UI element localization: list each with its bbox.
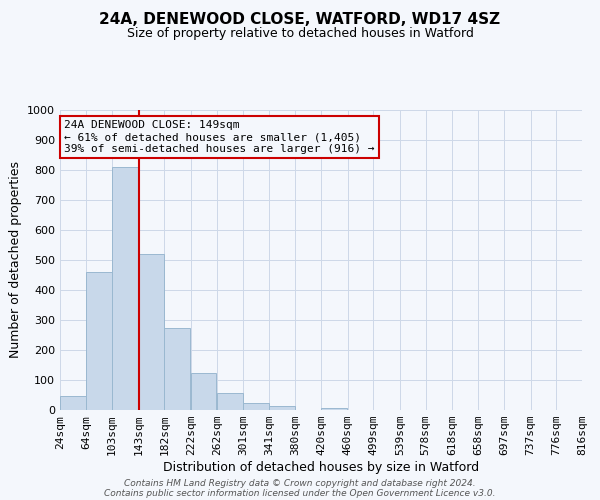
Bar bbox=[139, 254, 164, 410]
Text: Size of property relative to detached houses in Watford: Size of property relative to detached ho… bbox=[127, 28, 473, 40]
Text: 24A DENEWOOD CLOSE: 149sqm
← 61% of detached houses are smaller (1,405)
39% of s: 24A DENEWOOD CLOSE: 149sqm ← 61% of deta… bbox=[64, 120, 374, 154]
Bar bbox=[243, 402, 269, 410]
Bar bbox=[164, 328, 190, 410]
Bar bbox=[322, 408, 347, 410]
Bar bbox=[60, 396, 86, 410]
Y-axis label: Number of detached properties: Number of detached properties bbox=[8, 162, 22, 358]
Bar bbox=[86, 272, 112, 410]
Text: Contains public sector information licensed under the Open Government Licence v3: Contains public sector information licen… bbox=[104, 488, 496, 498]
Text: 24A, DENEWOOD CLOSE, WATFORD, WD17 4SZ: 24A, DENEWOOD CLOSE, WATFORD, WD17 4SZ bbox=[100, 12, 500, 28]
Bar bbox=[217, 392, 243, 410]
Bar bbox=[191, 372, 217, 410]
Bar bbox=[269, 406, 295, 410]
X-axis label: Distribution of detached houses by size in Watford: Distribution of detached houses by size … bbox=[163, 461, 479, 474]
Text: Contains HM Land Registry data © Crown copyright and database right 2024.: Contains HM Land Registry data © Crown c… bbox=[124, 478, 476, 488]
Bar bbox=[112, 167, 138, 410]
